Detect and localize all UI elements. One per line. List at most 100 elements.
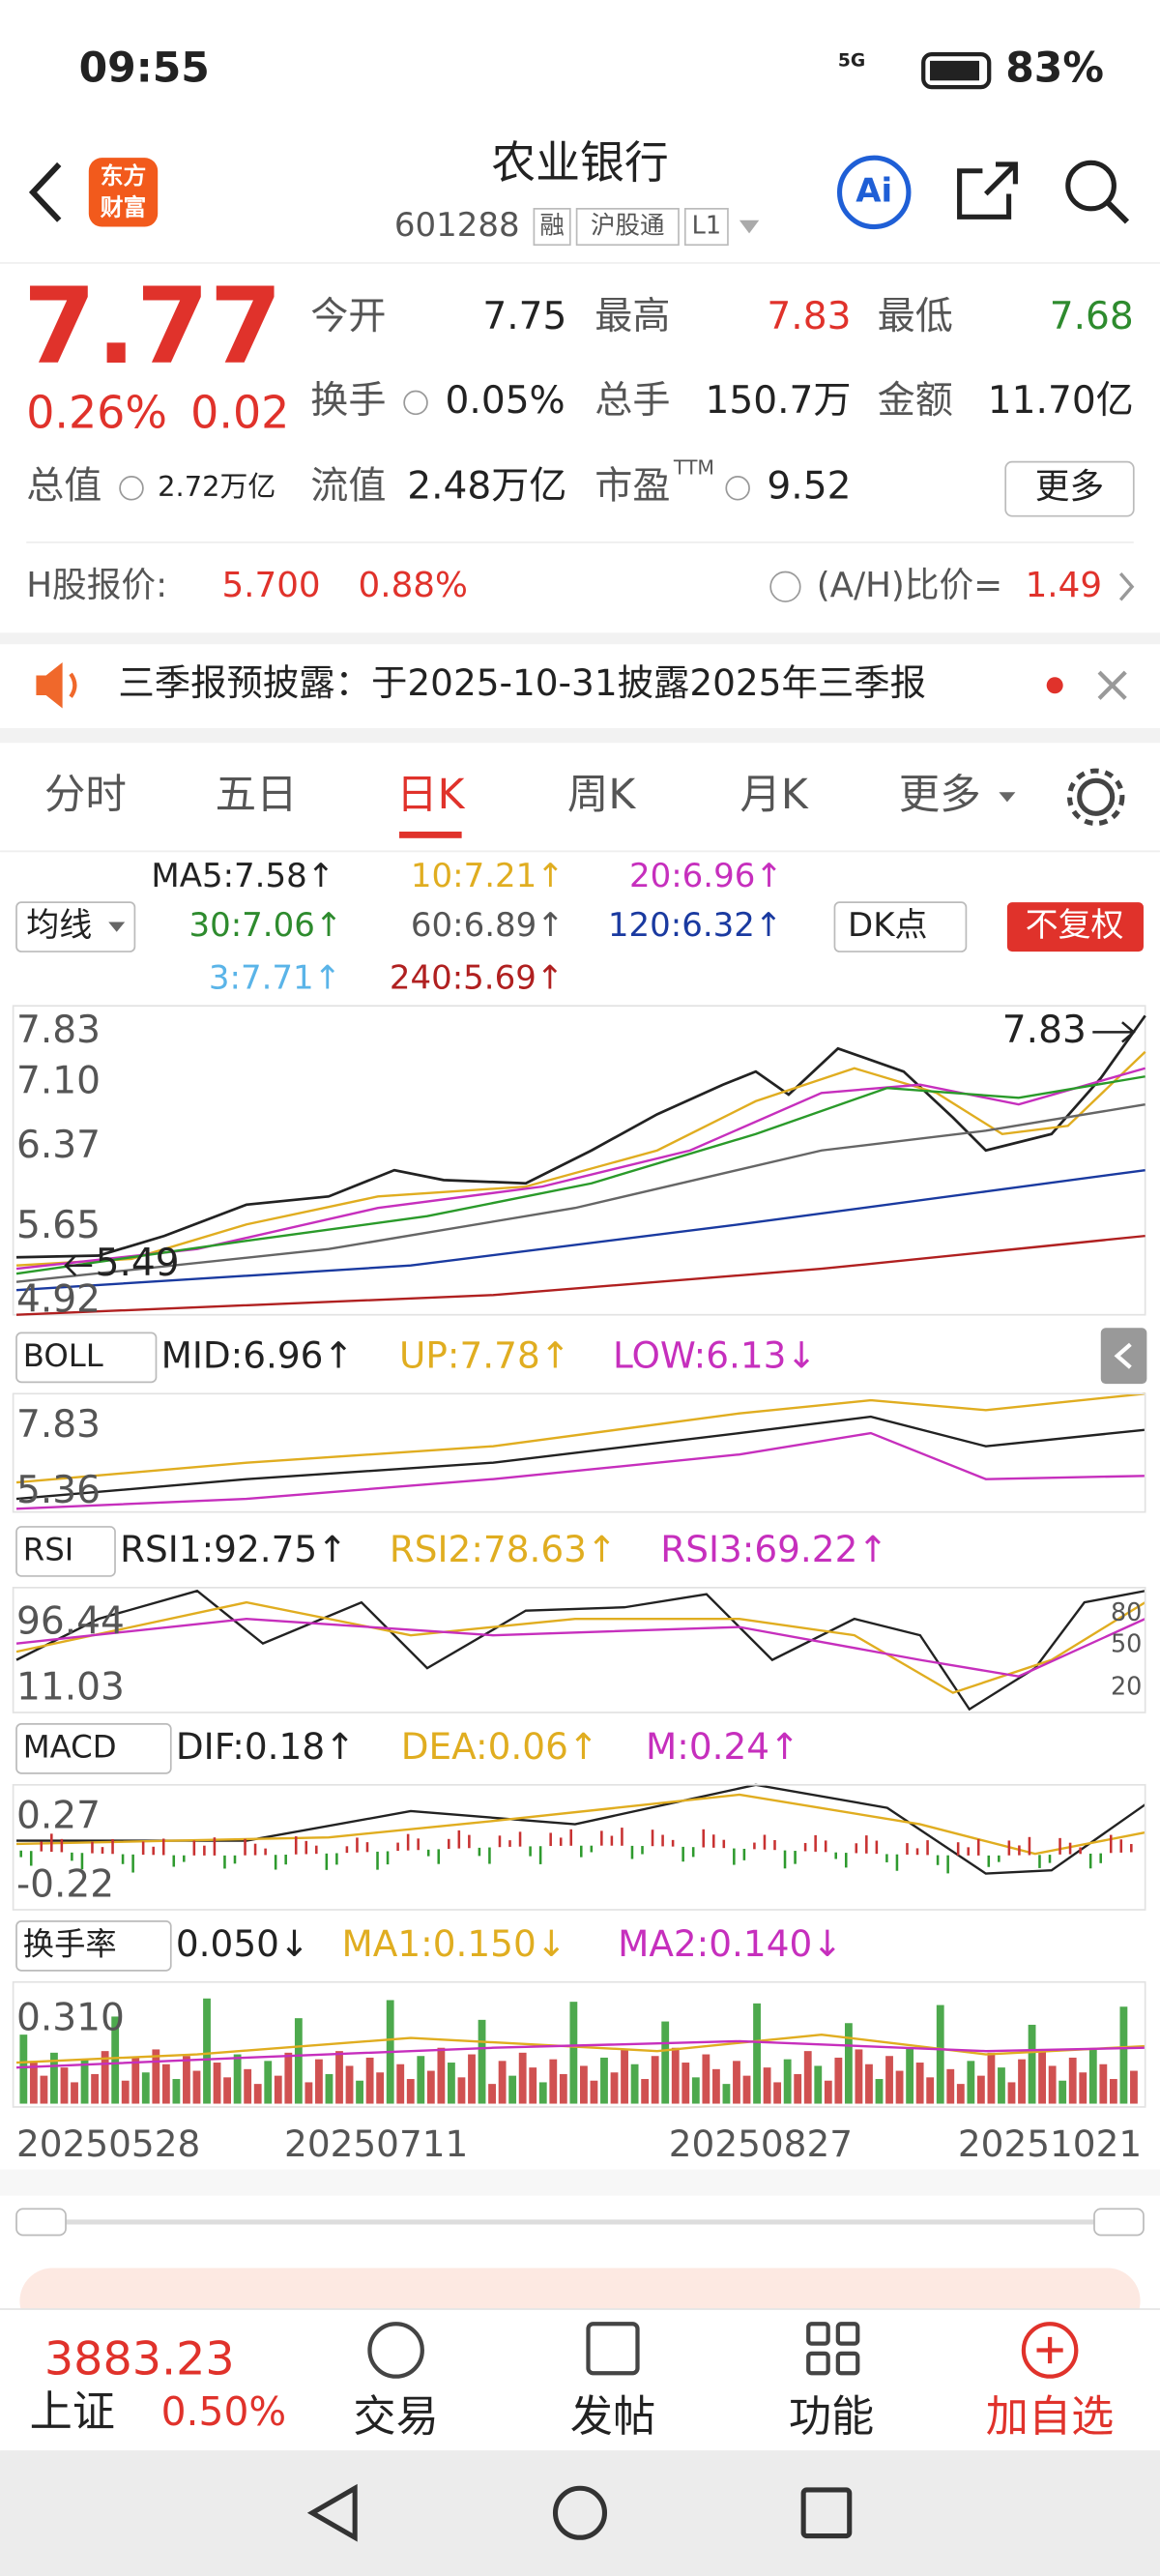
dk-button[interactable] [833, 901, 968, 952]
volume-bar-decor [855, 2049, 863, 2104]
dropdown-arrow [999, 792, 1016, 803]
tab[interactable]: 月K [740, 772, 808, 819]
macd-bar-decor [671, 1839, 675, 1847]
field-label: 最低 [878, 295, 953, 338]
shape [835, 2322, 860, 2346]
field-label: 最高 [594, 295, 670, 338]
logo-text: 东方 [101, 162, 147, 190]
indicator-selector[interactable] [15, 1332, 158, 1384]
shape: 7.83 7.10 6.37 5.65 4.92 7.83 5.49 [16, 1009, 1087, 1322]
dropdown-arrow [108, 922, 126, 932]
volume-bar-decor [1038, 2051, 1047, 2104]
help-icon[interactable] [769, 571, 801, 602]
y-tick-label: 11.03 [16, 1666, 125, 1710]
search-button[interactable] [1065, 160, 1116, 212]
nav-item[interactable]: 加自选 [986, 2392, 1115, 2442]
macd-bar-decor [233, 1855, 237, 1864]
indicator-name: RSI [23, 1531, 73, 1567]
indicator-name: 换手率 [23, 1925, 117, 1962]
sys-home[interactable] [552, 2485, 608, 2540]
nav-item[interactable]: 发帖 [570, 2392, 655, 2442]
ma-item: MA5:7.58↑ [151, 857, 334, 895]
macd-bar-decor [121, 1854, 125, 1864]
volume-bar-decor [1058, 2080, 1067, 2104]
field-label: 总值 [26, 464, 102, 508]
date-label: 20250528 [16, 2122, 200, 2165]
chart-line-decor [15, 1589, 1146, 1712]
indicator-selector[interactable] [15, 1723, 172, 1774]
info-icon[interactable] [403, 390, 428, 416]
macd-bar-decor [967, 1847, 970, 1856]
volume-bar-decor [580, 2065, 588, 2104]
dropdown-arrow[interactable] [739, 220, 760, 234]
collapse-tab[interactable] [1100, 1328, 1147, 1385]
sys-recent[interactable] [800, 2487, 853, 2539]
macd-bar-decor [101, 1847, 104, 1854]
macd-bar-decor [488, 1847, 491, 1864]
adjust-button[interactable] [1006, 902, 1144, 952]
tab[interactable]: 更多 [899, 772, 981, 819]
app-logo [88, 158, 159, 227]
macd-bar-decor [915, 1848, 919, 1856]
ai-button[interactable] [836, 155, 912, 230]
volume-bar-decor [233, 2054, 242, 2104]
sys-back[interactable] [306, 2483, 358, 2542]
more-button[interactable] [1004, 460, 1135, 517]
macd-bar-decor [192, 1840, 196, 1856]
volume-bar-decor [111, 2016, 120, 2104]
indicator-item: DEA:0.06↑ [401, 1725, 598, 1768]
volume-bar-decor [294, 2018, 303, 2104]
tab[interactable]: 日K [396, 772, 465, 819]
nav-item[interactable]: 功能 [789, 2392, 874, 2442]
scroll-handle[interactable] [1093, 2208, 1145, 2237]
back-button[interactable] [28, 161, 62, 222]
chevron[interactable] [1118, 572, 1135, 601]
volume-bar-decor [60, 2067, 69, 2104]
index-value[interactable]: 3883.23 [44, 2332, 235, 2386]
field-label: 金额 [878, 379, 953, 423]
indicator-selector[interactable] [15, 1920, 172, 1972]
tab[interactable]: 周K [567, 772, 636, 819]
volume-bar-decor [651, 2056, 659, 2104]
date-label: 20251021 [958, 2122, 1142, 2165]
scroll-handle[interactable] [15, 2208, 67, 2237]
tab[interactable]: 分时 [44, 772, 127, 819]
volume-bar-decor [926, 2077, 935, 2104]
macd-bar-decor [448, 1838, 450, 1849]
volume-bar-decor [569, 2002, 578, 2104]
indicator-selector[interactable] [15, 1526, 116, 1577]
nav-item[interactable]: 交易 [353, 2392, 438, 2442]
ma-selector[interactable] [15, 901, 136, 952]
notice-text[interactable]: 三季报预披露：于2025-10-31披露2025年三季报 [118, 661, 926, 704]
post-icon [586, 2322, 640, 2376]
share-button[interactable] [957, 161, 1018, 220]
shape: 分时 五日 日K 周K 月K 更多 [44, 772, 1016, 819]
volume-bar-decor [824, 2080, 832, 2104]
chart-line-decor [15, 1617, 1146, 1678]
volume-bar-decor [80, 2059, 89, 2104]
volume-bar-decor [244, 2068, 252, 2104]
volume-bar-decor [1130, 2070, 1138, 2104]
volume-bar-decor [549, 2059, 558, 2104]
boll-frame [12, 1392, 1146, 1513]
macd-bar-decor [60, 1838, 64, 1853]
settings-button[interactable] [1077, 777, 1116, 816]
macd-bar-decor [80, 1853, 84, 1870]
volume-bar-decor [763, 2067, 771, 2104]
y-tick-label: 96.44 [16, 1600, 125, 1644]
volume-bar-decor [834, 2057, 843, 2104]
macd-bar-decor [213, 1837, 217, 1856]
volume-bar-decor [1099, 2064, 1108, 2104]
volume-bar-decor [733, 2061, 740, 2104]
macd-bar-decor [457, 1830, 461, 1849]
macd-bar-decor [906, 1843, 909, 1855]
volume-bar-decor [1018, 2059, 1026, 2104]
close-notice[interactable] [1097, 670, 1127, 700]
macd-bar-decor [40, 1841, 44, 1852]
tab[interactable]: 五日 [216, 772, 298, 819]
info-icon[interactable] [725, 476, 750, 501]
info-icon[interactable] [119, 476, 144, 501]
volume-bar-decor [885, 2056, 893, 2104]
